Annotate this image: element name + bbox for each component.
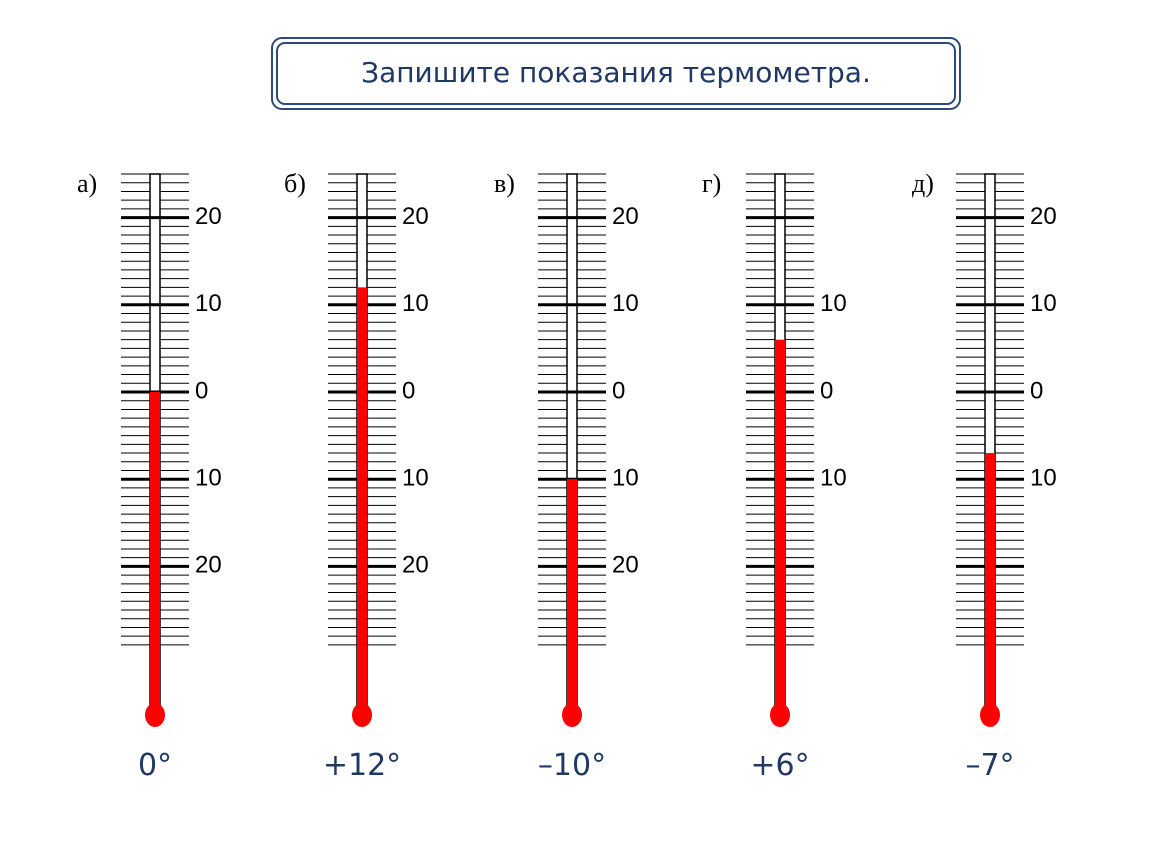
tick-label: 10 [402, 465, 429, 492]
tick-label: 0 [820, 377, 833, 404]
title-frame-outer [271, 37, 961, 110]
tick-label: 10 [820, 290, 847, 317]
title-frame-inner [276, 42, 956, 105]
tick-label: 10 [1030, 290, 1057, 317]
letter: д) [912, 169, 934, 198]
answer: 0° [138, 748, 172, 783]
tick-label: 10 [1030, 465, 1057, 492]
letter: г) [702, 169, 721, 198]
title: Запишите показания термометра. [361, 56, 871, 89]
tick-label: 0 [402, 377, 415, 404]
tick-label: 0 [1030, 377, 1043, 404]
bulb [352, 703, 372, 727]
bulb [562, 703, 582, 727]
answer: –7° [965, 748, 1014, 783]
tick-label: 10 [820, 465, 847, 492]
tick-label: 20 [195, 552, 222, 579]
tick-label: 20 [1030, 203, 1057, 230]
letter: в) [494, 169, 515, 198]
tick-label: 20 [402, 552, 429, 579]
bulb [770, 703, 790, 727]
mercury [567, 479, 577, 715]
tick-label: 20 [195, 203, 222, 230]
mercury [775, 339, 785, 715]
tick-label: 10 [195, 465, 222, 492]
mercury [985, 453, 995, 715]
tick-label: 10 [402, 290, 429, 317]
tick-label: 10 [195, 290, 222, 317]
letter: б) [284, 169, 306, 198]
answer: +12° [323, 748, 401, 783]
tick-label: 0 [612, 377, 625, 404]
tick-label: 0 [195, 377, 208, 404]
tick-label: 10 [612, 290, 639, 317]
bulb [145, 703, 165, 727]
answer: +6° [750, 748, 809, 783]
tick-label: 20 [612, 203, 639, 230]
tick-label: 20 [612, 552, 639, 579]
letter: а) [77, 169, 97, 198]
bulb [980, 703, 1000, 727]
tick-label: 20 [402, 203, 429, 230]
answer: –10° [538, 748, 606, 783]
tick-label: 10 [612, 465, 639, 492]
mercury [357, 287, 367, 715]
mercury [150, 392, 160, 715]
